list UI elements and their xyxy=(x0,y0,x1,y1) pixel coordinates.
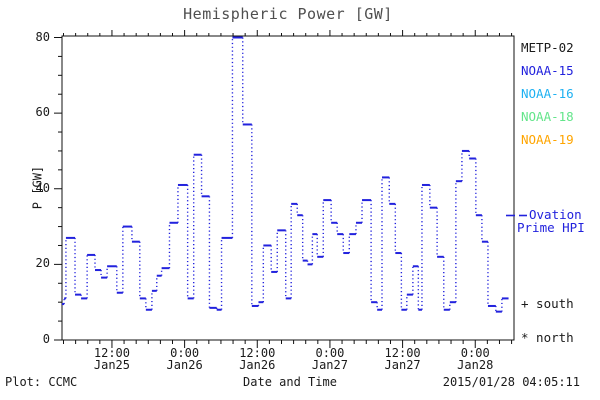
north-marker-legend: * north xyxy=(521,330,574,345)
footer-plot-source: Plot: CCMC xyxy=(5,375,78,389)
ovation-legend-line2: Prime HPI xyxy=(517,220,585,235)
legend-item-noaa-15: NOAA-15 xyxy=(521,63,574,78)
plot-frame xyxy=(61,35,515,341)
y-tick-label: 40 xyxy=(35,180,50,195)
legend-item-noaa-19: NOAA-19 xyxy=(521,132,574,147)
y-tick-label: 80 xyxy=(35,29,50,44)
footer-timestamp: 2015/01/28 04:05:11 xyxy=(442,375,580,389)
x-tick-label: 12:00 Jan27 xyxy=(384,346,421,372)
legend-item-noaa-16: NOAA-16 xyxy=(521,86,574,101)
y-tick-label: 60 xyxy=(35,105,50,120)
x-tick-label: 0:00 Jan27 xyxy=(311,346,348,372)
x-tick-label: 12:00 Jan25 xyxy=(93,346,130,372)
ovation-legend-line1: Ovation xyxy=(529,207,582,222)
x-tick-label: 0:00 Jan26 xyxy=(166,346,203,372)
legend-item-metp-02: METP-02 xyxy=(521,40,574,55)
chart-title: Hemispheric Power [GW] xyxy=(183,5,393,23)
y-tick-label: 0 xyxy=(42,332,50,346)
x-axis-label: Date and Time xyxy=(243,375,337,389)
x-tick-label: 12:00 Jan26 xyxy=(239,346,276,372)
y-tick-label: 20 xyxy=(35,256,50,271)
x-tick-label: 0:00 Jan28 xyxy=(457,346,494,372)
south-marker-legend: + south xyxy=(521,296,574,311)
legend-item-noaa-18: NOAA-18 xyxy=(521,109,574,124)
